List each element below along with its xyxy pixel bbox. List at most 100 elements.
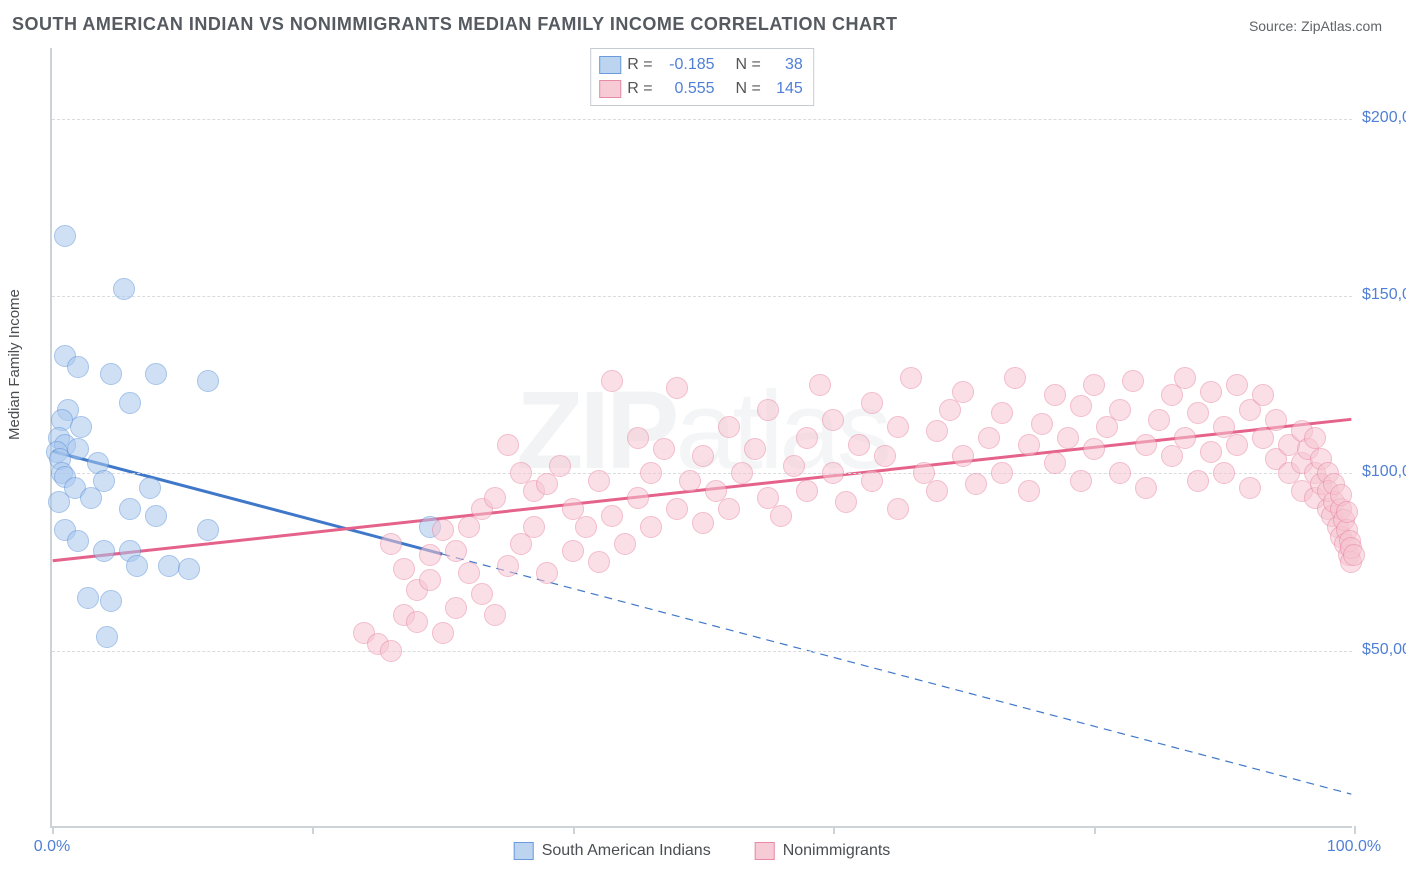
stat-value-r-0: -0.185 [659, 53, 715, 77]
chart-title: SOUTH AMERICAN INDIAN VS NONIMMIGRANTS M… [12, 14, 898, 35]
data-point [718, 416, 740, 438]
data-point [848, 434, 870, 456]
data-point [536, 562, 558, 584]
data-point [1239, 477, 1261, 499]
data-point [614, 533, 636, 555]
data-point [1070, 470, 1092, 492]
swatch-pink-icon [755, 842, 775, 860]
stats-row-series-0: R = -0.185 N = 38 [599, 53, 803, 77]
data-point [679, 470, 701, 492]
data-point [80, 487, 102, 509]
data-point [874, 445, 896, 467]
data-point [757, 399, 779, 421]
data-point [822, 462, 844, 484]
stat-value-r-1: 0.555 [659, 77, 715, 101]
x-tick [1354, 826, 1356, 834]
source-attribution: Source: ZipAtlas.com [1249, 18, 1382, 34]
data-point [783, 455, 805, 477]
data-point [1044, 384, 1066, 406]
stats-legend: R = -0.185 N = 38 R = 0.555 N = 145 [590, 48, 814, 106]
data-point [575, 516, 597, 538]
x-tick [52, 826, 54, 834]
data-point [770, 505, 792, 527]
data-point [1031, 413, 1053, 435]
data-point [1135, 434, 1157, 456]
data-point [588, 470, 610, 492]
data-point [96, 626, 118, 648]
data-point [1109, 399, 1131, 421]
legend-item-1: Nonimmigrants [755, 842, 891, 860]
data-point [419, 569, 441, 591]
x-tick [833, 826, 835, 834]
data-point [731, 462, 753, 484]
source-prefix: Source: [1249, 18, 1301, 34]
series-legend: South American Indians Nonimmigrants [514, 842, 891, 860]
y-tick-label: $50,000 [1362, 641, 1406, 659]
data-point [67, 356, 89, 378]
data-point [458, 516, 480, 538]
data-point [139, 477, 161, 499]
data-point [1252, 384, 1274, 406]
data-point [627, 427, 649, 449]
data-point [70, 416, 92, 438]
data-point [562, 540, 584, 562]
data-point [393, 558, 415, 580]
data-point [965, 473, 987, 495]
data-point [1070, 395, 1092, 417]
data-point [1083, 438, 1105, 460]
swatch-blue-icon [599, 56, 621, 74]
data-point [54, 225, 76, 247]
data-point [1148, 409, 1170, 431]
plot-area: ZIPatlas R = -0.185 N = 38 R = 0.555 N =… [50, 48, 1352, 828]
data-point [1200, 441, 1222, 463]
data-point [445, 540, 467, 562]
data-point [718, 498, 740, 520]
source-name: ZipAtlas.com [1301, 18, 1382, 34]
data-point [419, 544, 441, 566]
data-point [1044, 452, 1066, 474]
stat-label-n: N = [735, 77, 760, 101]
data-point [1226, 374, 1248, 396]
data-point [484, 487, 506, 509]
data-point [1304, 427, 1326, 449]
data-point [484, 604, 506, 626]
data-point [666, 377, 688, 399]
y-axis-label: Median Family Income [6, 289, 23, 440]
data-point [1057, 427, 1079, 449]
x-tick [312, 826, 314, 834]
data-point [640, 516, 662, 538]
data-point [93, 540, 115, 562]
data-point [627, 487, 649, 509]
y-tick-label: $150,000 [1362, 286, 1406, 304]
y-tick-label: $200,000 [1362, 109, 1406, 127]
legend-label-0: South American Indians [542, 842, 711, 860]
data-point [113, 278, 135, 300]
swatch-pink-icon [599, 80, 621, 98]
data-point [1083, 374, 1105, 396]
data-point [1174, 367, 1196, 389]
data-point [197, 519, 219, 541]
gridline-h [52, 119, 1352, 120]
data-point [1187, 402, 1209, 424]
data-point [432, 519, 454, 541]
data-point [796, 480, 818, 502]
data-point [77, 587, 99, 609]
data-point [991, 462, 1013, 484]
data-point [588, 551, 610, 573]
data-point [1187, 470, 1209, 492]
data-point [666, 498, 688, 520]
y-tick-label: $100,000 [1362, 463, 1406, 481]
data-point [1174, 427, 1196, 449]
data-point [458, 562, 480, 584]
stat-value-n-1: 145 [767, 77, 803, 101]
data-point [380, 640, 402, 662]
x-tick [1094, 826, 1096, 834]
data-point [822, 409, 844, 431]
data-point [126, 555, 148, 577]
data-point [978, 427, 1000, 449]
data-point [835, 491, 857, 513]
legend-label-1: Nonimmigrants [783, 842, 891, 860]
data-point [380, 533, 402, 555]
data-point [536, 473, 558, 495]
data-point [178, 558, 200, 580]
